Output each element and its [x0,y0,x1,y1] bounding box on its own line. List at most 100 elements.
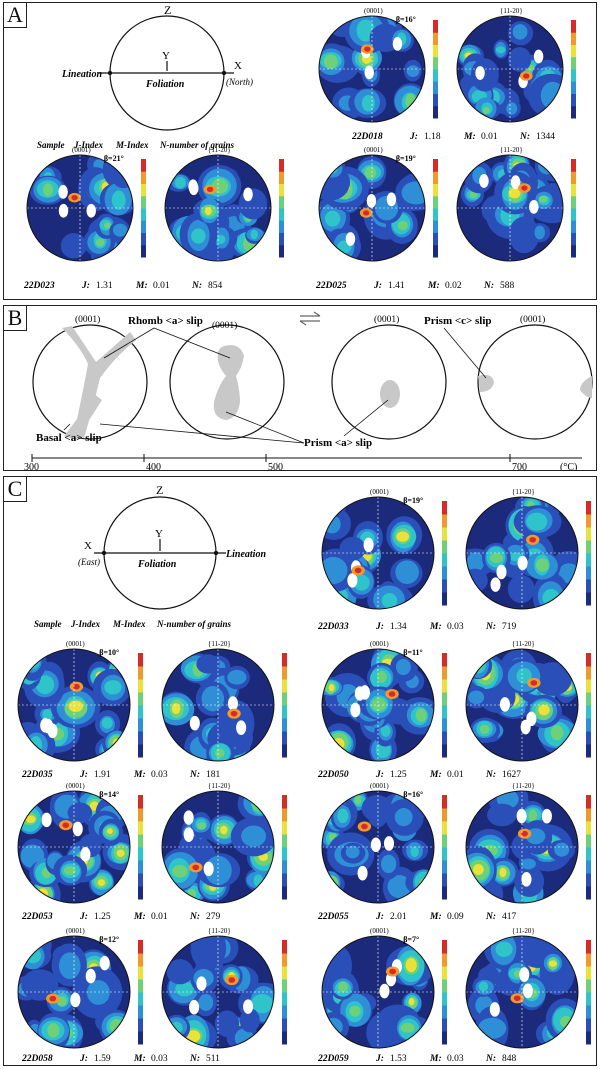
n-label: N: [191,281,202,291]
pole-figures-a: (0001) {11-20} β=16° 22D018 J: 1.18 M: 0.01 N: 13… [23,7,576,291]
plane-label: (0001) [212,320,237,331]
j-label: J: [79,1054,88,1064]
temp-500: 500 [268,462,283,470]
panel-label-c: C [4,477,27,502]
panel-b: B (0001) (0001) (0001) (0001) Rhomb <a> … [3,305,597,473]
plane-label: (0001) [75,314,100,325]
temperature-scale: 300 400 500 700 (°C) [24,454,582,473]
legend-c: Sample J-Index M-Index N-number of grain… [34,619,232,629]
m-label: M: [133,1054,146,1064]
temp-700: 700 [512,462,527,470]
sample-id: 22D035 [21,770,53,780]
panel-label-a: A [4,3,27,28]
j-label: J: [79,912,88,922]
beta-angle: β=11° [403,648,423,657]
sample-id: 22D058 [21,1054,53,1064]
n-label: N: [485,770,496,780]
n-value: 511 [206,1054,220,1064]
legend-n: N-number of grains [159,140,235,150]
sample-id: 22D023 [23,281,55,291]
schematic-a: Z Y Lineation Foliation X (North) [61,3,253,131]
beta-angle: β=21° [104,154,124,163]
c-axis-label: (0001) [66,640,85,648]
temp-300: 300 [24,462,39,470]
n-label: N: [189,770,200,780]
foliation-c: Foliation [137,559,177,570]
n-label: N: [485,622,496,632]
j-value: 1.25 [94,912,111,922]
j-value: 2.01 [390,912,407,922]
j-value: 1.34 [390,622,407,632]
slip-diagrams: (0001) (0001) (0001) (0001) Rhomb <a> sl… [32,311,593,449]
n-value: 181 [206,770,221,780]
j-label: J: [375,770,384,780]
a-axis-label: {11-20} [512,927,535,935]
j-label: J: [375,912,384,922]
n-value: 854 [208,281,223,291]
n-label: N: [189,1054,200,1064]
n-value: 1627 [502,770,521,780]
m-value: 0.09 [447,912,464,922]
beta-angle: β=14° [99,790,119,799]
j-value: 1.53 [390,1054,407,1064]
m-value: 0.01 [151,912,168,922]
a-axis-label: {11-20} [208,640,231,648]
m-value: 0.03 [151,770,168,780]
sample-id: 22D059 [317,1054,349,1064]
axis-z-c: Z [156,483,163,497]
panel-a: A Z Y Lineation Foliation X (North) Samp… [3,2,597,300]
schematic-c: Z Y X (East) Foliation Lineation [78,483,266,610]
beta-angle: β=16° [403,790,423,799]
east-c: (East) [78,557,100,567]
n-label: N: [519,132,530,142]
c-axis-label: (0001) [66,927,85,935]
j-value: 1.25 [390,770,407,780]
plane-label: (0001) [374,314,399,325]
sample-id: 22D053 [21,912,53,922]
n-value: 848 [502,1054,517,1064]
legend-m: M-Index [112,619,146,629]
legend-sample: Sample [34,619,62,629]
lineation-a: Lineation [61,69,102,80]
sample-id: 22D018 [351,132,383,142]
foliation-a: Foliation [145,79,185,90]
n-value: 279 [206,912,221,922]
m-label: M: [133,912,146,922]
rhomb-slip-label: Rhomb <a> slip [128,315,203,327]
prism-c-slip-label: Prism <c> slip [424,315,492,327]
prism-a-slip-label: Prism <a> slip [304,437,372,449]
n-value: 719 [502,622,517,632]
legend-j: J-Index [73,140,103,150]
c-axis-label: (0001) [370,488,389,496]
temp-400: 400 [146,462,161,470]
legend-a: Sample J-Index M-Index N-number of grain… [37,140,235,150]
m-value: 0.01 [153,281,170,291]
j-value: 1.18 [424,132,441,142]
sample-id: 22D033 [317,622,349,632]
a-axis-label: {11-20} [512,488,535,496]
m-label: M: [463,132,476,142]
beta-angle: β=16° [396,15,416,24]
j-label: J: [375,622,384,632]
a-axis-label: {11-20} [512,640,535,648]
j-label: J: [373,281,382,291]
c-axis-label: (0001) [72,146,91,154]
j-label: J: [81,281,90,291]
legend-n: N-number of grains [156,619,232,629]
pole-figures-c: (0001) {11-20} β=19° 22D033 J: 1.34 M: 0.03 N: 71… [17,488,591,1064]
sample-id: 22D025 [315,281,347,291]
m-value: 0.01 [447,770,464,780]
legend-j: J-Index [70,619,100,629]
lineation-c: Lineation [225,549,266,560]
axis-x-c: X [84,540,92,552]
sample-id: 22D055 [317,912,349,922]
c-axis-label: (0001) [66,782,85,790]
n-value: 588 [500,281,515,291]
n-label: N: [485,1054,496,1064]
basal-slip-label: Basal <a> slip [36,432,102,444]
a-axis-label: {11-20} [208,782,231,790]
c-axis-label: (0001) [370,927,389,935]
m-label: M: [429,770,442,780]
a-axis-label: {11-20} [208,146,231,154]
j-label: J: [409,132,418,142]
